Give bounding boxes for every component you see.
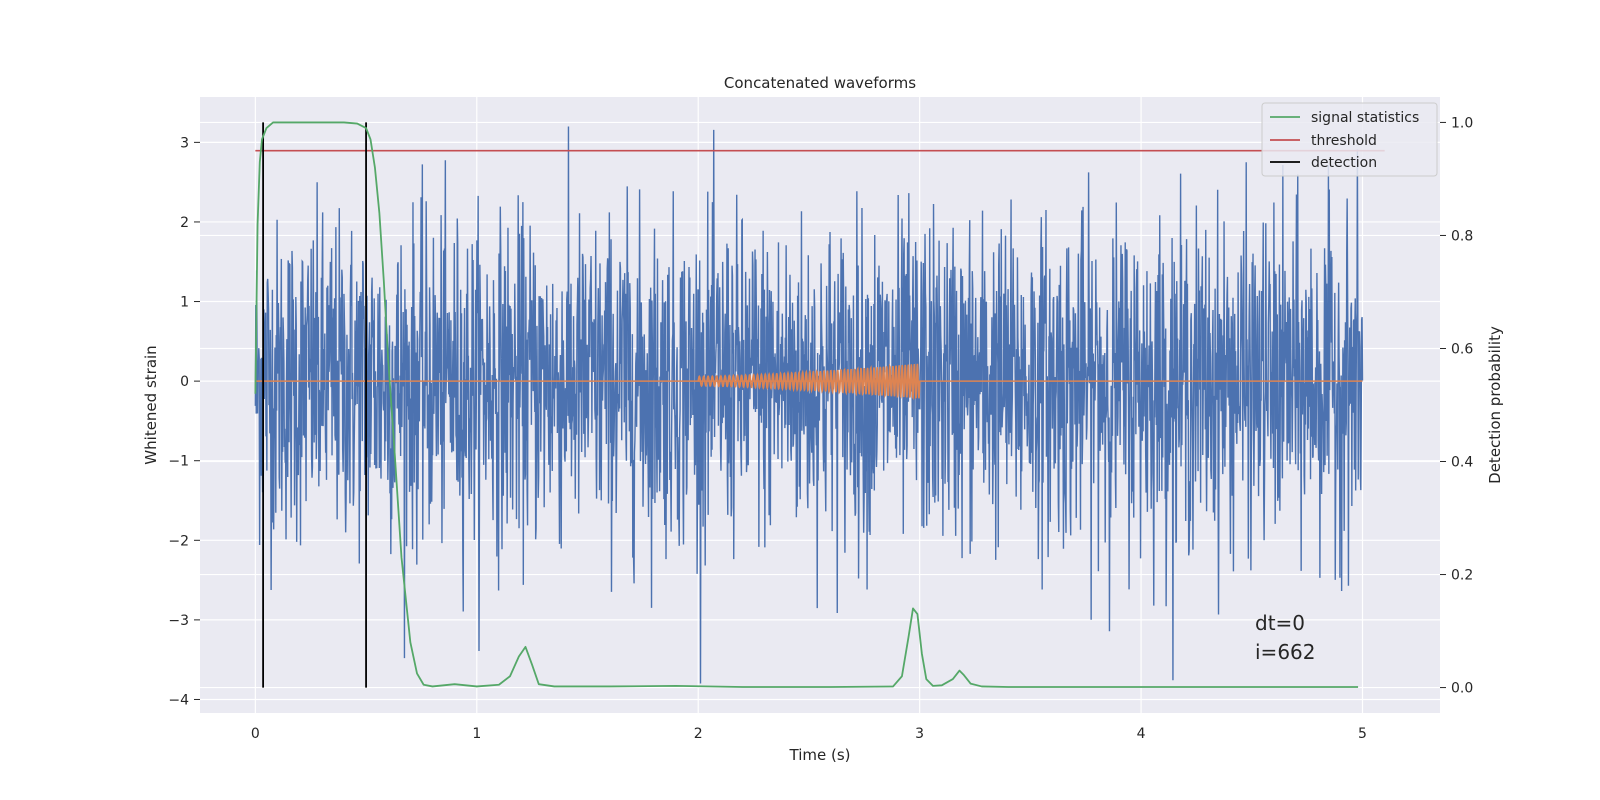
x-axis: 0 1 2 3 4 5 — [251, 726, 1367, 742]
series-layer — [254, 121, 1385, 688]
legend-label-detection: detection — [1311, 155, 1377, 171]
y-tick-label: −4 — [168, 692, 189, 708]
y2-tick-label: 0.6 — [1451, 341, 1473, 357]
x-tick-label: 2 — [694, 726, 703, 742]
legend: signal statistics threshold detection — [1261, 102, 1438, 177]
y-axis-left: −4 −3 −2 −1 0 1 2 3 — [168, 135, 200, 708]
x-tick-label: 4 — [1137, 726, 1146, 742]
y2-tick-label: 0.2 — [1451, 568, 1473, 584]
x-axis-label: Time (s) — [789, 746, 851, 764]
injection-chirp-line — [697, 363, 921, 401]
annotation-index: i=662 — [1255, 640, 1316, 664]
x-tick-label: 0 — [251, 726, 260, 742]
y-tick-label: 3 — [180, 135, 189, 151]
legend-box — [1261, 102, 1438, 177]
x-tick-label: 3 — [915, 726, 924, 742]
y2-tick-label: 1.0 — [1451, 115, 1473, 131]
y2-tick-label: 0.0 — [1451, 681, 1473, 697]
y-tick-label: −1 — [168, 454, 189, 470]
strain-noise-line — [254, 126, 1364, 684]
y-axis-label: Whitened strain — [142, 345, 160, 464]
legend-label-threshold: threshold — [1311, 133, 1377, 149]
y-tick-label: −3 — [168, 613, 189, 629]
signal-statistics-line — [254, 121, 1359, 688]
y2-tick-label: 0.4 — [1451, 455, 1473, 471]
chart-title: Concatenated waveforms — [724, 74, 916, 92]
y-tick-label: −2 — [168, 533, 189, 549]
y2-axis-label: Detection probability — [1486, 326, 1504, 484]
x-tick-label: 5 — [1358, 726, 1367, 742]
y-axis-right: 0.0 0.2 0.4 0.6 0.8 1.0 — [1440, 115, 1473, 697]
legend-label-signal-statistics: signal statistics — [1311, 110, 1419, 126]
y2-tick-label: 0.8 — [1451, 228, 1473, 244]
x-tick-label: 1 — [472, 726, 481, 742]
y-tick-label: 2 — [180, 215, 189, 231]
annotation-dt: dt=0 — [1255, 611, 1305, 635]
y-tick-label: 0 — [180, 374, 189, 390]
y-tick-label: 1 — [180, 295, 189, 311]
